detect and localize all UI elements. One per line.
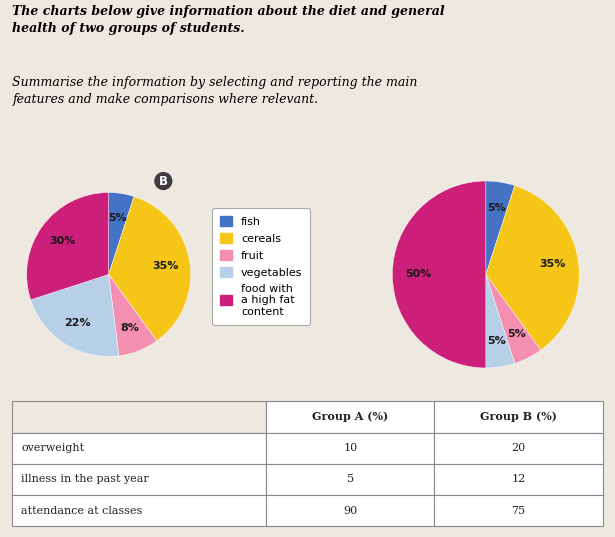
Bar (12, 401, 266, 432)
Wedge shape (109, 197, 191, 341)
Bar (12, 495, 266, 526)
Wedge shape (109, 274, 157, 356)
Bar (266, 432, 434, 464)
Text: B: B (159, 175, 168, 187)
Wedge shape (392, 181, 486, 368)
Legend: fish, cereals, fruit, vegetables, food with
a high fat
content: fish, cereals, fruit, vegetables, food w… (212, 208, 311, 324)
Text: 5%: 5% (487, 203, 506, 213)
Text: overweight: overweight (21, 443, 84, 453)
Wedge shape (109, 192, 134, 274)
Text: 5%: 5% (108, 213, 127, 223)
Text: 8%: 8% (121, 323, 139, 333)
Wedge shape (486, 181, 515, 274)
Bar (434, 432, 603, 464)
Wedge shape (486, 186, 579, 350)
Bar (266, 464, 434, 495)
Text: 35%: 35% (152, 260, 178, 271)
Text: 5: 5 (347, 474, 354, 484)
Text: 12: 12 (512, 474, 526, 484)
Bar (266, 495, 434, 526)
Bar (434, 464, 603, 495)
Bar (266, 401, 434, 432)
Wedge shape (26, 192, 109, 300)
Text: 22%: 22% (65, 318, 91, 328)
Bar (434, 495, 603, 526)
Text: 20: 20 (512, 443, 526, 453)
Text: 5%: 5% (487, 336, 506, 346)
Bar (12, 464, 266, 495)
Text: illness in the past year: illness in the past year (21, 474, 149, 484)
Wedge shape (486, 274, 541, 364)
Text: 5%: 5% (507, 330, 526, 339)
Text: Group B (%): Group B (%) (480, 411, 557, 423)
Text: 50%: 50% (405, 270, 432, 279)
Text: 10: 10 (343, 443, 357, 453)
Text: Group A (%): Group A (%) (312, 411, 388, 423)
Text: The charts below give information about the diet and general
health of two group: The charts below give information about … (12, 5, 445, 35)
Bar (434, 401, 603, 432)
Bar (12, 432, 266, 464)
Wedge shape (31, 274, 119, 357)
Text: 30%: 30% (49, 236, 76, 246)
Text: 75: 75 (512, 506, 526, 516)
Text: 90: 90 (343, 506, 357, 516)
Text: 35%: 35% (539, 259, 566, 269)
Text: attendance at classes: attendance at classes (21, 506, 143, 516)
Wedge shape (486, 274, 515, 368)
Text: Summarise the information by selecting and reporting the main
features and make : Summarise the information by selecting a… (12, 76, 418, 106)
